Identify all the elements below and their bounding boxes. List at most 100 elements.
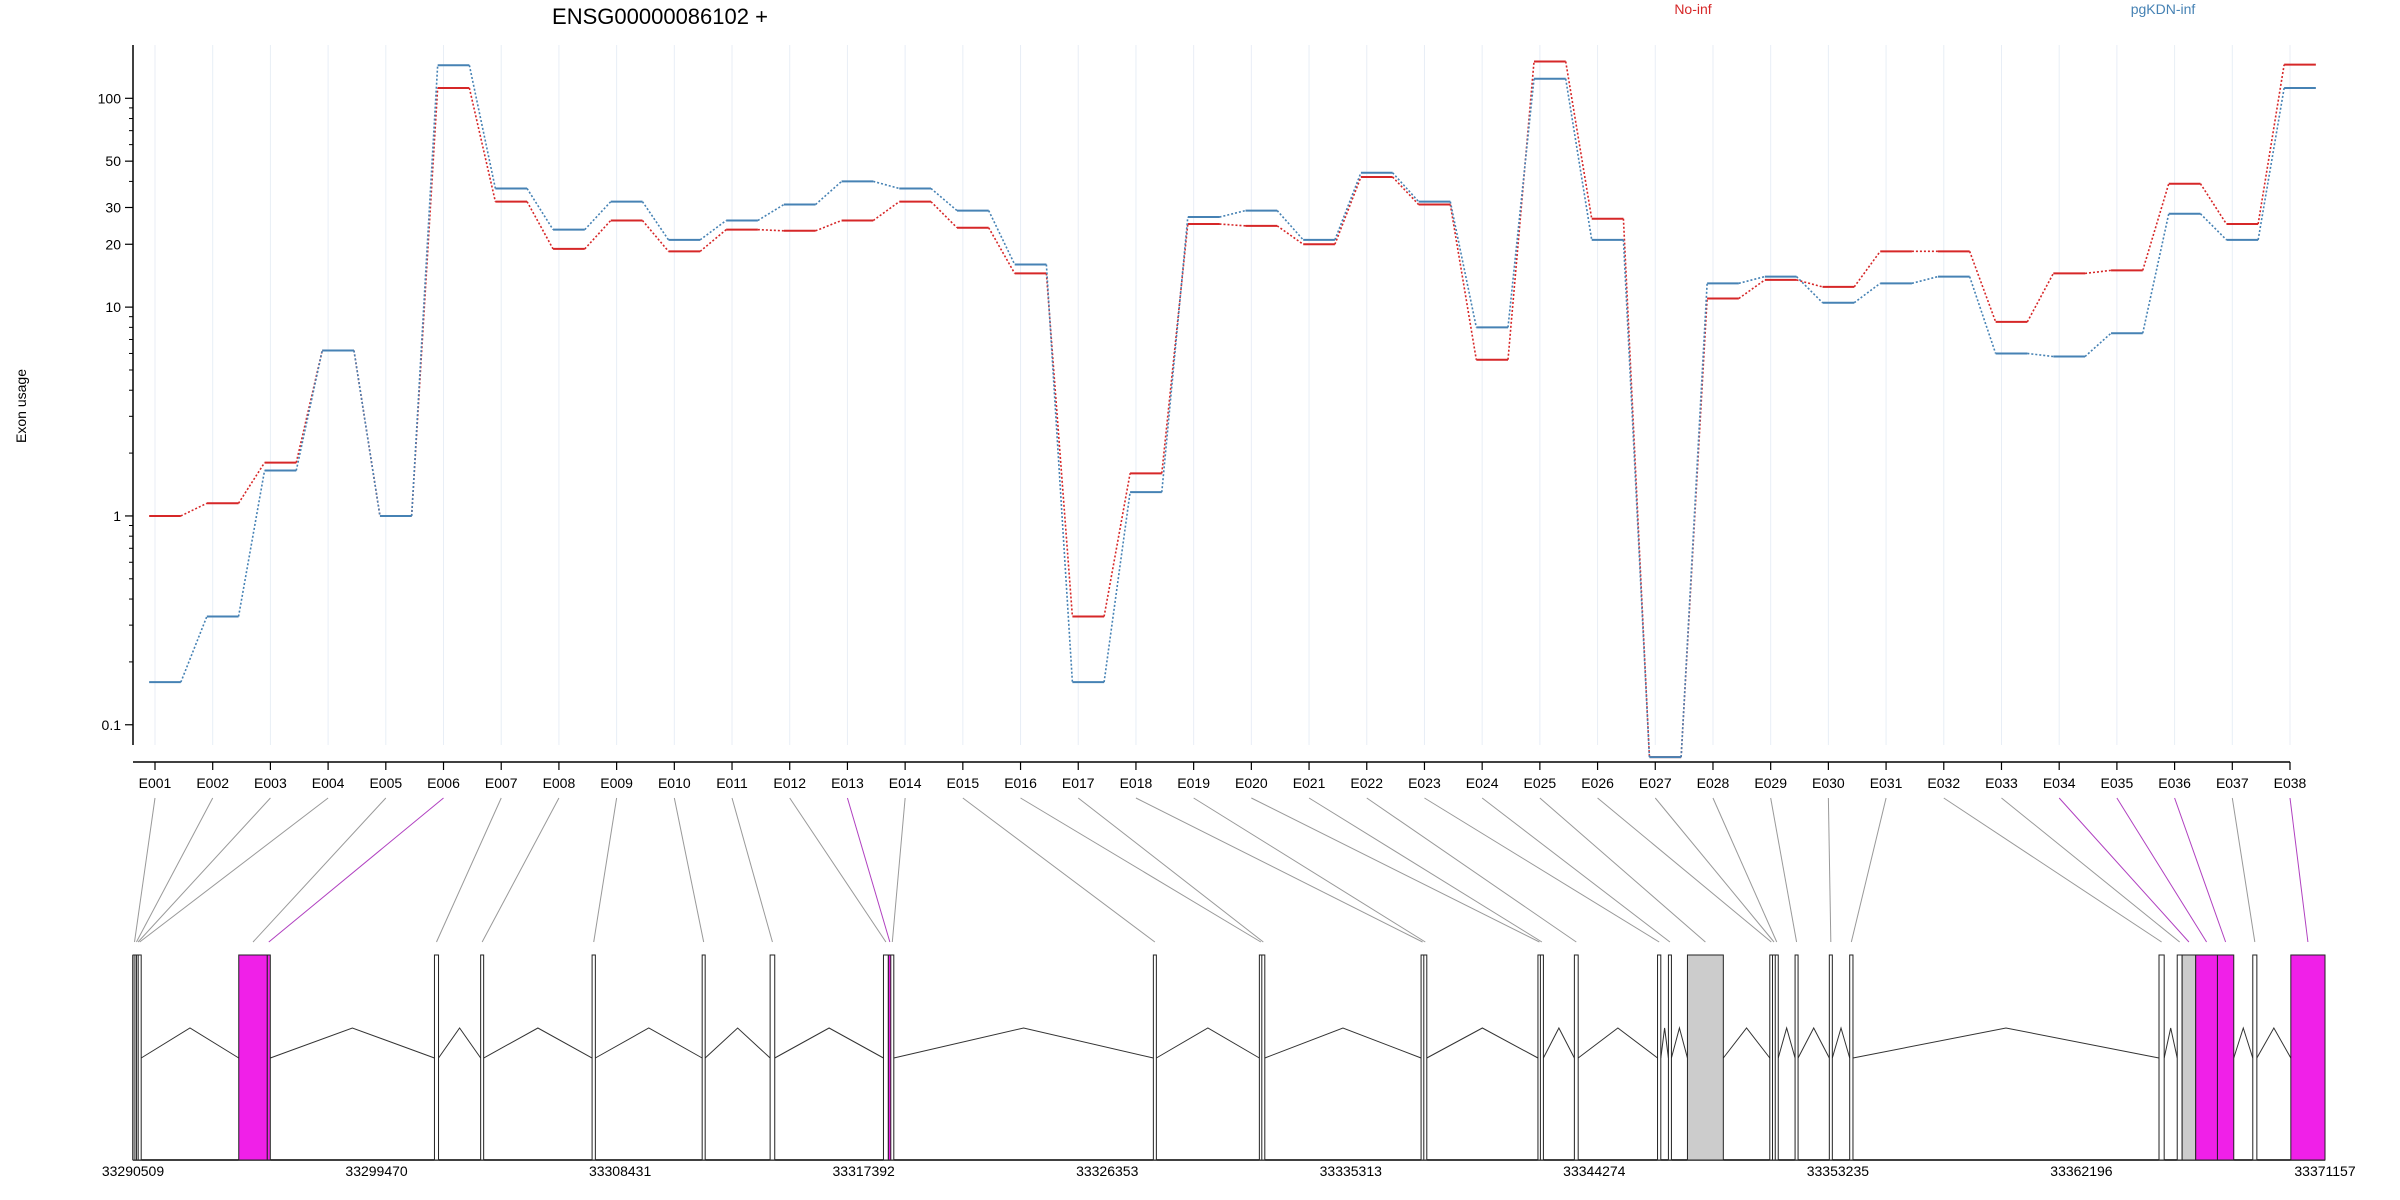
coordinate-label: 33335313 bbox=[1320, 1163, 1383, 1179]
x-tick-label-e019: E019 bbox=[1177, 775, 1210, 791]
exon-connector-e002 bbox=[135, 797, 214, 943]
y-tick-label: 1 bbox=[113, 508, 121, 524]
legend-no-inf: No-inf bbox=[1674, 1, 1711, 17]
exon-connector-e016 bbox=[1020, 797, 1262, 943]
x-tick-label-e036: E036 bbox=[2158, 775, 2191, 791]
coordinate-label: 33299470 bbox=[345, 1163, 408, 1179]
x-tick-label-e025: E025 bbox=[1524, 775, 1557, 791]
exon-connector-e006 bbox=[268, 797, 444, 943]
intron-line bbox=[1722, 1027, 1771, 1059]
data-riser bbox=[641, 219, 670, 252]
data-riser bbox=[815, 219, 842, 232]
x-tick-label-e024: E024 bbox=[1466, 775, 1499, 791]
data-riser bbox=[1392, 172, 1420, 203]
exon-connector-e021 bbox=[1308, 797, 1543, 943]
data-riser bbox=[2027, 352, 2054, 358]
intron-line bbox=[704, 1027, 771, 1059]
coordinate-label: 33353235 bbox=[1807, 1163, 1870, 1179]
exon-connector-e001 bbox=[134, 797, 156, 943]
data-riser bbox=[410, 65, 439, 516]
data-riser bbox=[1045, 273, 1074, 617]
x-tick-label-e004: E004 bbox=[312, 775, 345, 791]
exon-connector-e004 bbox=[139, 797, 329, 943]
y-tick-label: 50 bbox=[105, 153, 121, 169]
data-riser bbox=[1968, 276, 1997, 354]
data-riser bbox=[1853, 282, 1881, 304]
exon-connector-e003 bbox=[137, 797, 271, 943]
data-riser bbox=[295, 350, 324, 471]
data-riser bbox=[584, 219, 612, 250]
exon-connector-e027 bbox=[1654, 797, 1775, 943]
exon-connector-e030 bbox=[1827, 797, 1832, 943]
data-riser bbox=[699, 219, 727, 241]
exon-connector-e014 bbox=[891, 797, 906, 943]
x-tick-label-e034: E034 bbox=[2043, 775, 2076, 791]
data-riser bbox=[526, 188, 554, 231]
chart-title: ENSG00000086102 + bbox=[552, 4, 768, 29]
data-riser bbox=[1564, 61, 1593, 219]
exon-block-e011 bbox=[769, 954, 776, 1161]
exon-connector-e029 bbox=[1770, 797, 1798, 943]
intron-line bbox=[1852, 1027, 2160, 1059]
exon-block-e005 bbox=[238, 954, 268, 1161]
coordinate-label: 33308431 bbox=[589, 1163, 652, 1179]
exon-block-e012 bbox=[882, 954, 889, 1161]
data-riser bbox=[1680, 283, 1708, 758]
exon-block-e030 bbox=[1828, 954, 1833, 1161]
data-riser bbox=[815, 180, 843, 206]
exon-connector-e028 bbox=[1712, 797, 1778, 943]
exon-connector-e037 bbox=[2231, 797, 2256, 943]
intron-line bbox=[1426, 1027, 1539, 1059]
exon-connector-e036 bbox=[2174, 797, 2227, 943]
exon-connector-e025 bbox=[1539, 797, 1706, 943]
data-riser bbox=[468, 87, 497, 202]
intron-line bbox=[1797, 1026, 1830, 1059]
exon-connector-e034 bbox=[2058, 797, 2190, 943]
exon-connector-e023 bbox=[1424, 797, 1660, 943]
y-tick-label: 30 bbox=[105, 199, 121, 215]
coordinate-label: 33344274 bbox=[1563, 1163, 1626, 1179]
coordinate-label: 33371157 bbox=[2294, 1163, 2355, 1179]
series-no-inf bbox=[149, 60, 2316, 759]
connector-layer bbox=[134, 797, 2309, 943]
x-tick-label-e018: E018 bbox=[1120, 775, 1153, 791]
intron-line bbox=[1156, 1027, 1260, 1059]
exon-block-e015 bbox=[1152, 954, 1157, 1161]
x-tick-label-e003: E003 bbox=[254, 775, 287, 791]
data-riser bbox=[237, 462, 266, 504]
gene-model: 33290509 33299470 33308431 33317392 33326353… bbox=[102, 954, 2356, 1179]
intron-line bbox=[2256, 1026, 2292, 1059]
exon-connector-e010 bbox=[673, 797, 705, 943]
exon-connector-e005 bbox=[252, 797, 387, 943]
data-riser bbox=[1449, 201, 1478, 328]
exon-block-e014 bbox=[890, 954, 895, 1161]
data-riser bbox=[1276, 210, 1304, 241]
grid-layer bbox=[154, 45, 2291, 745]
data-riser bbox=[1219, 223, 1246, 227]
exon-block-e029 bbox=[1794, 954, 1799, 1161]
exon-connector-e008 bbox=[481, 797, 560, 943]
x-tick-label-e016: E016 bbox=[1004, 775, 1037, 791]
exon-block-e034 bbox=[2181, 954, 2197, 1161]
data-riser bbox=[2257, 87, 2285, 240]
x-tick-label-e031: E031 bbox=[1870, 775, 1903, 791]
y-tick-label: 0.1 bbox=[102, 717, 122, 733]
data-riser bbox=[1507, 78, 1535, 328]
exon-connector-e024 bbox=[1481, 797, 1671, 943]
x-tick-label-e038: E038 bbox=[2274, 775, 2307, 791]
x-tick-label-e012: E012 bbox=[773, 775, 806, 791]
exon-block-e023 bbox=[1657, 954, 1662, 1161]
data-riser bbox=[757, 228, 784, 232]
data-riser bbox=[2141, 213, 2170, 334]
axis-layer: 0.1 1 10 20 30 50 100 E001 E002 E003 E004 E005 E006 E… bbox=[98, 45, 2307, 791]
data-riser bbox=[1853, 250, 1881, 288]
exon-connector-e009 bbox=[593, 797, 618, 943]
x-tick-label-e027: E027 bbox=[1639, 775, 1672, 791]
intron-line bbox=[1264, 1027, 1422, 1059]
data-riser bbox=[1738, 275, 1766, 285]
intron-line bbox=[483, 1027, 593, 1059]
data-riser bbox=[2084, 269, 2112, 275]
data-riser bbox=[1795, 276, 1824, 304]
data-riser bbox=[641, 201, 670, 241]
exon-connector-e020 bbox=[1251, 797, 1540, 943]
